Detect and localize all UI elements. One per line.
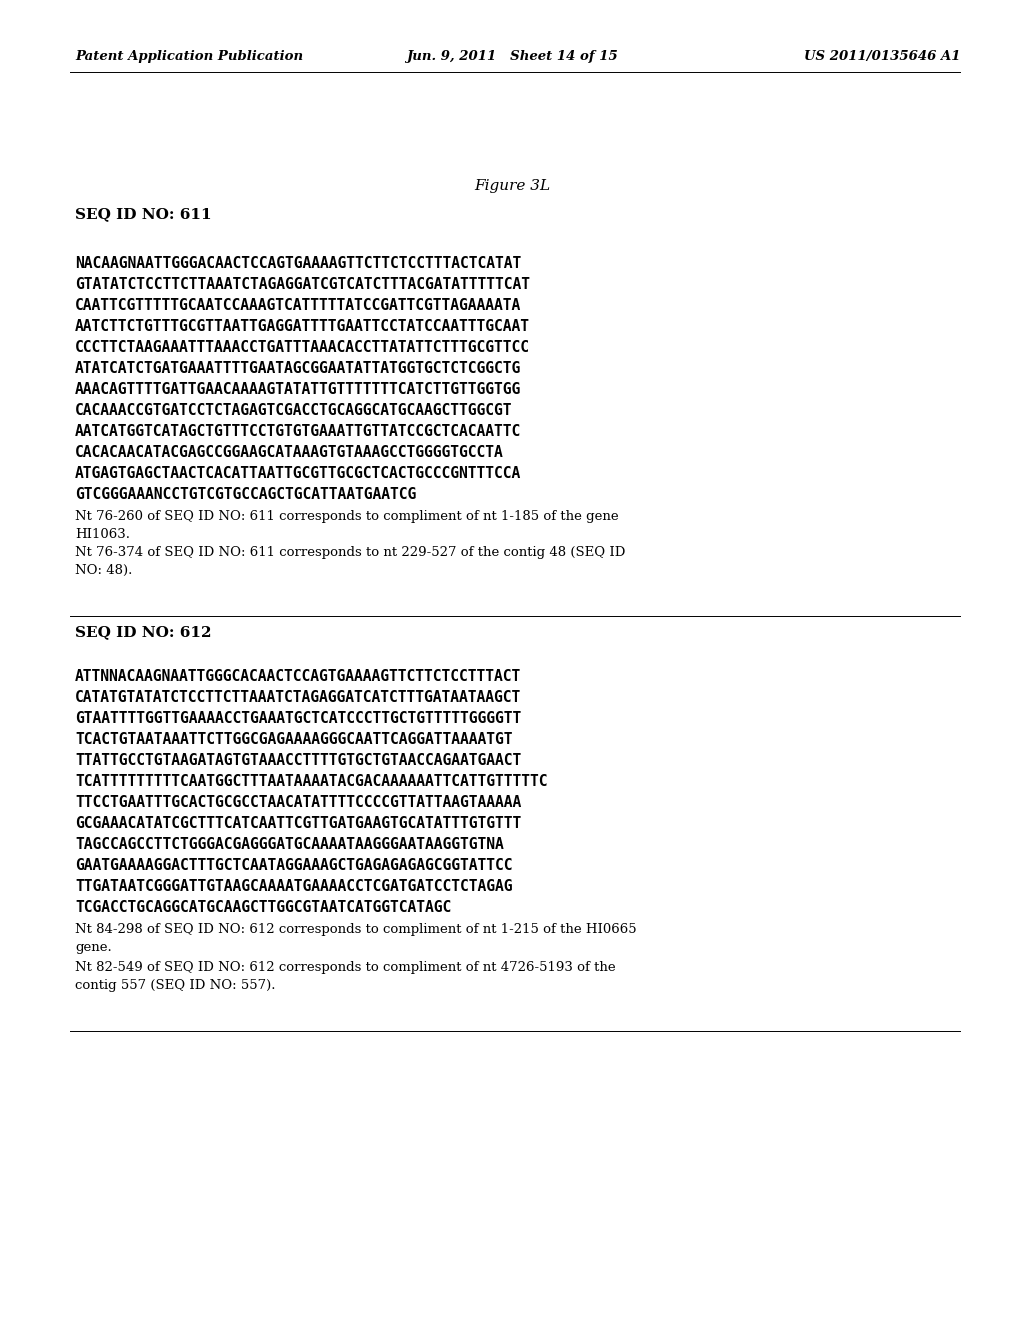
Text: SEQ ID NO: 611: SEQ ID NO: 611: [75, 207, 212, 220]
Text: CAATTCGTTTTTGCAATCCAAAGTCATTTTTATCCGATTCGTTAGAAAATA: CAATTCGTTTTTGCAATCCAAAGTCATTTTTATCCGATTC…: [75, 298, 521, 313]
Text: TTCCTGAATTTGCACTGCGCCTAACATATTTTCCCCGTTATTAAGTAAAAA: TTCCTGAATTTGCACTGCGCCTAACATATTTTCCCCGTTA…: [75, 795, 521, 810]
Text: ATGAGTGAGCTAACTCACATTAATTGCGTTGCGCTCACTGCCCGNTTTCCA: ATGAGTGAGCTAACTCACATTAATTGCGTTGCGCTCACTG…: [75, 466, 521, 480]
Text: Nt 76-374 of SEQ ID NO: 611 corresponds to nt 229-527 of the contig 48 (SEQ ID
N: Nt 76-374 of SEQ ID NO: 611 corresponds …: [75, 546, 626, 577]
Text: ATATCATCTGATGAAATTTTGAATAGCGGAATATTATGGTGCTCTCGGCTG: ATATCATCTGATGAAATTTTGAATAGCGGAATATTATGGT…: [75, 360, 521, 376]
Text: Figure 3L: Figure 3L: [474, 180, 550, 193]
Text: AATCATGGTCATAGCTGTTTCCTGTGTGAAATTGTTATCCGCTCACAATTC: AATCATGGTCATAGCTGTTTCCTGTGTGAAATTGTTATCC…: [75, 424, 521, 440]
Text: GTCGGGAAANCCTGTCGTGCCAGCTGCATTAATGAATCG: GTCGGGAAANCCTGTCGTGCCAGCTGCATTAATGAATCG: [75, 487, 416, 502]
Text: Nt 82-549 of SEQ ID NO: 612 corresponds to compliment of nt 4726-5193 of the
con: Nt 82-549 of SEQ ID NO: 612 corresponds …: [75, 961, 615, 993]
Text: Jun. 9, 2011   Sheet 14 of 15: Jun. 9, 2011 Sheet 14 of 15: [407, 50, 617, 63]
Text: CCCTTCTAAGAAATTTAAACCTGATTTAAACACCTTATATTCTTTGCGTTCC: CCCTTCTAAGAAATTTAAACCTGATTTAAACACCTTATAT…: [75, 341, 530, 355]
Text: Nt 84-298 of SEQ ID NO: 612 corresponds to compliment of nt 1-215 of the HI0665
: Nt 84-298 of SEQ ID NO: 612 corresponds …: [75, 923, 637, 954]
Text: TAGCCAGCCTTCTGGGACGAGGGATGCAAAATAAGGGAATAAGGTGTNA: TAGCCAGCCTTCTGGGACGAGGGATGCAAAATAAGGGAAT…: [75, 837, 504, 851]
Text: AATCTTCTGTTTGCGTTAATTGAGGATTTTGAATTCCTATCCAATTTGCAAT: AATCTTCTGTTTGCGTTAATTGAGGATTTTGAATTCCTAT…: [75, 319, 530, 334]
Text: GTAATTTTGGTTGAAAACCTGAAATGCTCATCCCTTGCTGTTTTTGGGGTT: GTAATTTTGGTTGAAAACCTGAAATGCTCATCCCTTGCTG…: [75, 711, 521, 726]
Text: GAATGAAAAGGACTTTGCTCAATAGGAAAGCTGAGAGAGAGCGGTATTCC: GAATGAAAAGGACTTTGCTCAATAGGAAAGCTGAGAGAGA…: [75, 858, 512, 873]
Text: NACAAGNAATTGGGACAACTCCAGTGAAAAGTTCTTCTCCTTTACTCATAT: NACAAGNAATTGGGACAACTCCAGTGAAAAGTTCTTCTCC…: [75, 256, 521, 271]
Text: Patent Application Publication: Patent Application Publication: [75, 50, 303, 63]
Text: US 2011/0135646 A1: US 2011/0135646 A1: [804, 50, 961, 63]
Text: TTGATAATCGGGATTGTAAGCAAAATGAAAACCTCGATGATCCTCTAGAG: TTGATAATCGGGATTGTAAGCAAAATGAAAACCTCGATGA…: [75, 879, 512, 894]
Text: SEQ ID NO: 612: SEQ ID NO: 612: [75, 624, 212, 639]
Text: ATTNNACAAGNAATTGGGCACAACTCCAGTGAAAAGTTCTTCTCCTTTACT: ATTNNACAAGNAATTGGGCACAACTCCAGTGAAAAGTTCT…: [75, 669, 521, 684]
Text: TCGACCTGCAGGCATGCAAGCTTGGCGTAATCATGGTCATAGC: TCGACCTGCAGGCATGCAAGCTTGGCGTAATCATGGTCAT…: [75, 900, 452, 915]
Text: TCACTGTAATAAATTCTTGGCGAGAAAAGGGCAATTCAGGATTAAAATGT: TCACTGTAATAAATTCTTGGCGAGAAAAGGGCAATTCAGG…: [75, 733, 512, 747]
Text: Nt 76-260 of SEQ ID NO: 611 corresponds to compliment of nt 1-185 of the gene
HI: Nt 76-260 of SEQ ID NO: 611 corresponds …: [75, 510, 618, 541]
Text: CACAAACCGTGATCCTCTAGAGTCGACCTGCAGGCATGCAAGCTTGGCGT: CACAAACCGTGATCCTCTAGAGTCGACCTGCAGGCATGCA…: [75, 403, 512, 418]
Text: CACACAACATACGAGCCGGAAGCATAAAGTGTAAAGCCTGGGGTGCCTA: CACACAACATACGAGCCGGAAGCATAAAGTGTAAAGCCTG…: [75, 445, 504, 459]
Text: GCGAAACATATCGCTTTCATCAATTCGTTGATGAAGTGCATATTTGTGTTT: GCGAAACATATCGCTTTCATCAATTCGTTGATGAAGTGCA…: [75, 816, 521, 832]
Text: GTATATCTCCTTCTTAAATCTAGAGGATCGTCATCTTTACGATATTTTTCAT: GTATATCTCCTTCTTAAATCTAGAGGATCGTCATCTTTAC…: [75, 277, 530, 292]
Text: AAACAGTTTTGATTGAACAAAAGTATATTGTTTTTTTCATCTTGTTGGTGG: AAACAGTTTTGATTGAACAAAAGTATATTGTTTTTTTCAT…: [75, 381, 521, 397]
Text: TCATTTTTTTTTCAATGGCTTTAATAAAATACGACAAAAAATTCATTGTTTTTC: TCATTTTTTTTTCAATGGCTTTAATAAAATACGACAAAAA…: [75, 774, 548, 789]
Text: TTATTGCCTGTAAGATAGTGTAAACCTTTTGTGCTGTAACCAGAATGAACT: TTATTGCCTGTAAGATAGTGTAAACCTTTTGTGCTGTAAC…: [75, 752, 521, 768]
Text: CATATGTATATCTCCTTCTTAAATCTAGAGGATCATCTTTGATAATAAGCT: CATATGTATATCTCCTTCTTAAATCTAGAGGATCATCTTT…: [75, 690, 521, 705]
